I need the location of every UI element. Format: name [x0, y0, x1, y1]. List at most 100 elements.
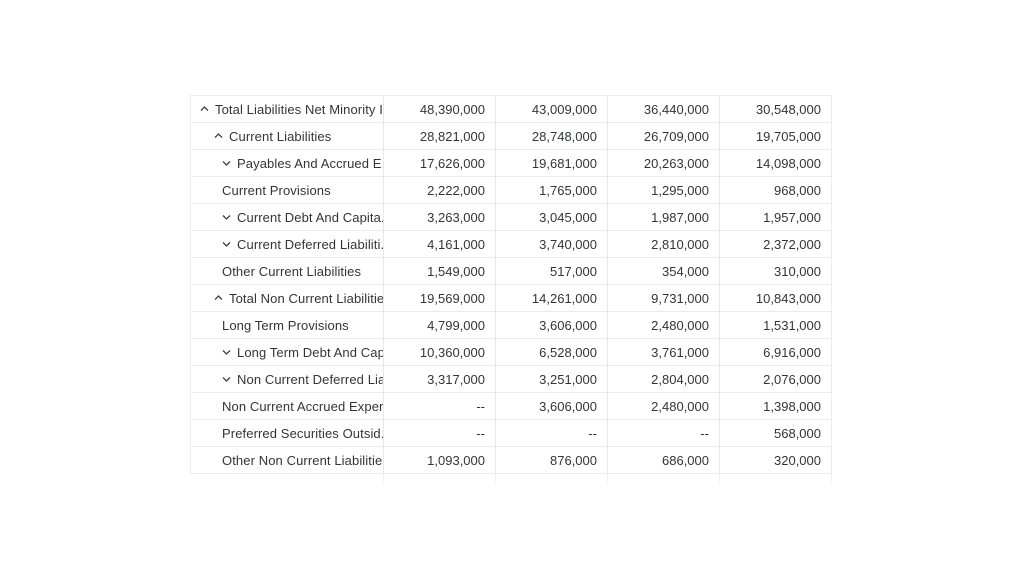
row-label: Current Liabilities — [229, 128, 332, 144]
cell-value: 2,076,000 — [719, 366, 831, 392]
cell-value: 968,000 — [719, 177, 831, 203]
chevron-down-icon[interactable] — [222, 241, 231, 247]
cell-value: 17,626,000 — [383, 150, 495, 176]
cell-value: 2,480,000 — [607, 393, 719, 419]
cell-value: 2,804,000 — [607, 366, 719, 392]
cell-value: 48,390,000 — [383, 96, 495, 122]
row-label-cell: Long Term Provisions — [191, 312, 383, 338]
row-label-cell: Preferred Securities Outsid... — [191, 420, 383, 446]
row-label: Long Term Debt And Cap... — [237, 344, 383, 360]
row-label: Current Debt And Capita... — [237, 209, 383, 225]
cell-value: 30,548,000 — [719, 96, 831, 122]
cell-value: 28,821,000 — [383, 123, 495, 149]
row-label-cell: Other Non Current Liabilities — [191, 447, 383, 473]
cell-value: 1,531,000 — [719, 312, 831, 338]
row-label-cell: Total Non Current Liabilitie... — [191, 285, 383, 311]
cell-value: 4,161,000 — [383, 231, 495, 257]
cell-value: -- — [495, 420, 607, 446]
cell-value: 9,731,000 — [607, 285, 719, 311]
table-row: Current Deferred Liabiliti... 4,161,000 3,… — [191, 231, 831, 258]
cell-value: 3,317,000 — [383, 366, 495, 392]
column-divider-stub — [719, 474, 720, 487]
row-label: Other Non Current Liabilities — [222, 452, 383, 468]
cell-value: 2,810,000 — [607, 231, 719, 257]
table-row: Current Debt And Capita... 3,263,000 3,045… — [191, 204, 831, 231]
table-row: Current Liabilities 28,821,000 28,748,000 2… — [191, 123, 831, 150]
chevron-up-icon[interactable] — [214, 133, 223, 139]
chevron-up-icon[interactable] — [200, 106, 209, 112]
row-label-cell: Current Debt And Capita... — [191, 204, 383, 230]
cell-value: 2,480,000 — [607, 312, 719, 338]
row-label-cell: Non Current Deferred Lia... — [191, 366, 383, 392]
cell-value: 320,000 — [719, 447, 831, 473]
cell-value: 14,261,000 — [495, 285, 607, 311]
cell-value: 2,222,000 — [383, 177, 495, 203]
table-row: Non Current Deferred Lia... 3,317,000 3,25… — [191, 366, 831, 393]
cell-value: 3,263,000 — [383, 204, 495, 230]
chevron-down-icon[interactable] — [222, 376, 231, 382]
row-label: Preferred Securities Outsid... — [222, 425, 383, 441]
cell-value: 568,000 — [719, 420, 831, 446]
row-label: Current Deferred Liabiliti... — [237, 236, 383, 252]
cell-value: 26,709,000 — [607, 123, 719, 149]
cell-value: 1,093,000 — [383, 447, 495, 473]
row-label-cell: Total Liabilities Net Minority I... — [191, 96, 383, 122]
chevron-up-icon[interactable] — [214, 295, 223, 301]
chevron-down-icon[interactable] — [222, 214, 231, 220]
cell-value: 19,569,000 — [383, 285, 495, 311]
row-label: Non Current Accrued Expen... — [222, 398, 383, 414]
row-label-cell: Non Current Accrued Expen... — [191, 393, 383, 419]
row-label: Non Current Deferred Lia... — [237, 371, 383, 387]
row-label-cell: Current Liabilities — [191, 123, 383, 149]
row-label-cell: Payables And Accrued E... — [191, 150, 383, 176]
cell-value: 3,606,000 — [495, 312, 607, 338]
row-label: Payables And Accrued E... — [237, 155, 383, 171]
cell-value: 36,440,000 — [607, 96, 719, 122]
cell-value: 6,528,000 — [495, 339, 607, 365]
cell-value: 14,098,000 — [719, 150, 831, 176]
cell-value: 686,000 — [607, 447, 719, 473]
table-row: Total Non Current Liabilitie... 19,569,00… — [191, 285, 831, 312]
table-row: Other Current Liabilities 1,549,000 517,00… — [191, 258, 831, 285]
cell-value: 517,000 — [495, 258, 607, 284]
cell-value: 3,045,000 — [495, 204, 607, 230]
cell-value: 1,398,000 — [719, 393, 831, 419]
row-label-cell: Current Deferred Liabiliti... — [191, 231, 383, 257]
cell-value: 310,000 — [719, 258, 831, 284]
cell-value: 10,360,000 — [383, 339, 495, 365]
table-row: Total Liabilities Net Minority I... 48,39… — [191, 96, 831, 123]
cell-value: -- — [607, 420, 719, 446]
cell-value: 28,748,000 — [495, 123, 607, 149]
row-label: Other Current Liabilities — [222, 263, 362, 279]
cell-value: 1,549,000 — [383, 258, 495, 284]
cropped-next-row — [190, 474, 832, 487]
cell-value: 1,295,000 — [607, 177, 719, 203]
row-label: Total Liabilities Net Minority I... — [215, 101, 383, 117]
table-row: Non Current Accrued Expen... -- 3,606,000 2… — [191, 393, 831, 420]
chevron-down-icon[interactable] — [222, 160, 231, 166]
cell-value: -- — [383, 393, 495, 419]
cell-value: 4,799,000 — [383, 312, 495, 338]
cell-value: 3,740,000 — [495, 231, 607, 257]
cell-value: -- — [383, 420, 495, 446]
cell-value: 876,000 — [495, 447, 607, 473]
cell-value: 1,957,000 — [719, 204, 831, 230]
row-label: Total Non Current Liabilitie... — [229, 290, 383, 306]
cell-value: 3,251,000 — [495, 366, 607, 392]
cell-value: 6,916,000 — [719, 339, 831, 365]
cell-value: 1,765,000 — [495, 177, 607, 203]
cell-value: 19,705,000 — [719, 123, 831, 149]
cell-value: 3,761,000 — [607, 339, 719, 365]
cell-value: 43,009,000 — [495, 96, 607, 122]
table-row: Long Term Provisions 4,799,000 3,606,000 2,… — [191, 312, 831, 339]
row-label: Current Provisions — [222, 182, 331, 198]
cell-value: 19,681,000 — [495, 150, 607, 176]
table-row: Other Non Current Liabilities 1,093,000 87… — [191, 447, 831, 474]
cell-value: 20,263,000 — [607, 150, 719, 176]
row-label-cell: Long Term Debt And Cap... — [191, 339, 383, 365]
chevron-down-icon[interactable] — [222, 349, 231, 355]
table-row: Long Term Debt And Cap... 10,360,000 6,528… — [191, 339, 831, 366]
cell-value: 354,000 — [607, 258, 719, 284]
financial-statement-table: Total Liabilities Net Minority I... 48,39… — [190, 95, 832, 474]
